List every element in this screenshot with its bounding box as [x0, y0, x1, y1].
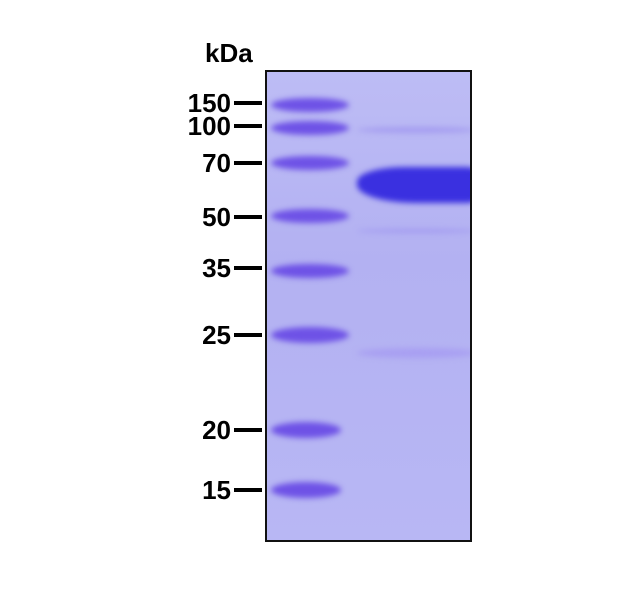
- sample-faint-band-lower: [357, 348, 470, 358]
- marker-label-100: 100: [187, 111, 231, 141]
- marker-label-35: 35: [202, 253, 231, 283]
- marker-band-25: [271, 327, 349, 343]
- marker-band-100: [271, 121, 349, 135]
- marker-tick-150: [234, 101, 262, 105]
- marker-label-15: 15: [202, 475, 231, 505]
- sample-faint-band-middle: [357, 229, 470, 233]
- marker-label-50: 50: [202, 202, 231, 232]
- marker-band-20: [271, 422, 341, 438]
- marker-band-150: [271, 98, 349, 112]
- marker-tick-70: [234, 161, 262, 165]
- marker-tick-50: [234, 215, 262, 219]
- marker-band-35: [271, 264, 349, 278]
- marker-tick-20: [234, 428, 262, 432]
- marker-tick-15: [234, 488, 262, 492]
- marker-label-70: 70: [202, 148, 231, 178]
- marker-band-70: [271, 156, 349, 170]
- unit-label: kDa: [205, 38, 253, 68]
- marker-tick-35: [234, 266, 262, 270]
- sample-main-band: [357, 167, 470, 203]
- marker-tick-25: [234, 333, 262, 337]
- gel-image: [265, 70, 472, 542]
- marker-label-20: 20: [202, 415, 231, 445]
- marker-label-150: 150: [187, 88, 231, 118]
- marker-label-25: 25: [202, 320, 231, 350]
- marker-tick-100: [234, 124, 262, 128]
- marker-band-50: [271, 209, 349, 223]
- sample-faint-band-upper: [357, 127, 470, 133]
- marker-band-15: [271, 482, 341, 498]
